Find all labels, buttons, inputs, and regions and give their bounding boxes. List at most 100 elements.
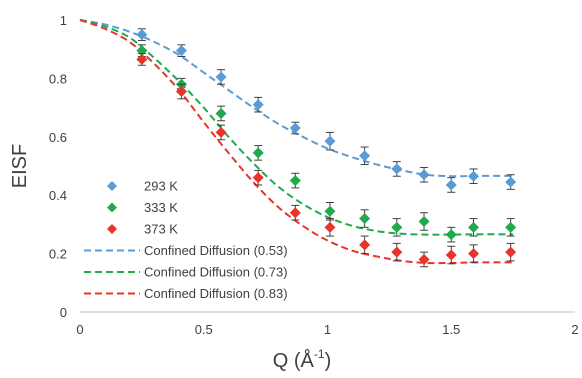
- legend-marker: [107, 202, 117, 213]
- diamond-marker: [324, 205, 336, 217]
- x-axis-title-main: Q (Å: [273, 349, 315, 372]
- data-point: [445, 177, 457, 193]
- diamond-marker: [418, 253, 430, 265]
- data-point: [505, 174, 517, 190]
- legend-marker: [107, 224, 117, 234]
- y-tick-label: 0.4: [49, 188, 67, 203]
- x-axis-title-superscript: -1: [314, 347, 325, 361]
- diamond-marker: [468, 248, 480, 260]
- diamond-marker: [215, 126, 227, 138]
- legend-label: 373 K: [144, 222, 178, 237]
- diamond-marker: [289, 122, 301, 134]
- diamond-marker: [418, 169, 430, 181]
- diamond-marker: [445, 249, 457, 261]
- data-point: [391, 242, 403, 262]
- diamond-marker: [175, 45, 187, 57]
- data-point: [468, 244, 480, 263]
- diamond-marker: [391, 221, 403, 233]
- diamond-marker: [505, 176, 517, 188]
- y-tick-label: 0.2: [49, 247, 67, 262]
- y-tick-label: 0.8: [49, 71, 67, 86]
- legend-label: 333 K: [144, 200, 178, 215]
- legend-label: 293 K: [144, 179, 178, 194]
- diamond-marker: [215, 107, 227, 119]
- legend-marker: [107, 181, 117, 191]
- legend-label: Confined Diffusion (0.83): [144, 286, 288, 301]
- x-tick-label: 2: [571, 322, 578, 337]
- data-point: [468, 168, 480, 185]
- data-point: [468, 218, 480, 237]
- fit-curve: [79, 19, 514, 178]
- y-tick-label: 1: [60, 13, 67, 28]
- data-point: [215, 69, 227, 85]
- data-point: [324, 131, 336, 151]
- legend-label: Confined Diffusion (0.73): [144, 265, 288, 280]
- data-point: [418, 251, 430, 268]
- diamond-marker: [445, 179, 457, 191]
- data-point: [252, 169, 264, 186]
- fit-curve: [79, 19, 514, 265]
- data-point: [175, 44, 187, 57]
- data-point: [359, 146, 371, 166]
- data-point: [289, 121, 301, 135]
- y-tick-label: 0: [60, 305, 67, 320]
- diamond-marker: [445, 229, 457, 241]
- data-markers: [136, 28, 517, 268]
- diamond-marker: [468, 170, 480, 182]
- data-point: [215, 124, 227, 141]
- diamond-marker: [252, 172, 264, 184]
- diamond-marker: [252, 99, 264, 111]
- data-point: [324, 218, 336, 237]
- x-tick-label: 1: [324, 322, 331, 337]
- data-point: [136, 28, 148, 41]
- data-point: [175, 83, 187, 100]
- x-tick-label: 0.5: [195, 322, 213, 337]
- diamond-marker: [289, 207, 301, 219]
- data-point: [324, 202, 336, 221]
- data-point: [252, 145, 264, 161]
- diamond-marker: [289, 175, 301, 187]
- data-point: [418, 166, 430, 183]
- diamond-marker: [468, 221, 480, 233]
- diamond-marker: [359, 239, 371, 251]
- diamond-marker: [136, 53, 148, 65]
- diamond-marker: [136, 29, 148, 41]
- x-tick-labels: 0 0.5 1 1.5 2: [76, 322, 578, 337]
- data-point: [505, 242, 517, 262]
- legend: 293 K 333 K 373 K Confined Diffusion (0.53)…: [84, 179, 288, 301]
- y-tick-labels: 0 0.2 0.4 0.6 0.8 1: [49, 13, 67, 320]
- diamond-marker: [505, 221, 517, 233]
- data-point: [391, 161, 403, 177]
- data-point: [289, 204, 301, 221]
- fit-curve: [79, 19, 514, 236]
- data-point: [391, 218, 403, 237]
- data-point: [359, 209, 371, 228]
- y-axis-title: EISF: [9, 144, 31, 188]
- legend-label: Confined Diffusion (0.53): [144, 243, 288, 258]
- data-point: [289, 172, 301, 189]
- data-point: [445, 245, 457, 265]
- legend-item: 333 K: [107, 200, 178, 215]
- data-point: [445, 226, 457, 243]
- diamond-marker: [215, 71, 227, 83]
- legend-item: Confined Diffusion (0.73): [84, 265, 288, 280]
- diamond-marker: [324, 135, 336, 147]
- data-point: [505, 218, 517, 237]
- data-point: [252, 96, 264, 113]
- diamond-marker: [505, 246, 517, 258]
- legend-item: 293 K: [107, 179, 178, 194]
- diamond-marker: [391, 163, 403, 175]
- x-tick-label: 0: [76, 322, 83, 337]
- diamond-marker: [324, 221, 336, 233]
- legend-item: Confined Diffusion (0.53): [84, 243, 288, 258]
- diamond-marker: [359, 150, 371, 162]
- diamond-marker: [418, 215, 430, 227]
- data-point: [136, 53, 148, 66]
- x-tick-label: 1.5: [442, 322, 460, 337]
- diamond-marker: [252, 147, 264, 159]
- y-tick-label: 0.6: [49, 130, 67, 145]
- legend-item: Confined Diffusion (0.83): [84, 286, 288, 301]
- diamond-marker: [391, 246, 403, 258]
- data-point: [215, 105, 227, 122]
